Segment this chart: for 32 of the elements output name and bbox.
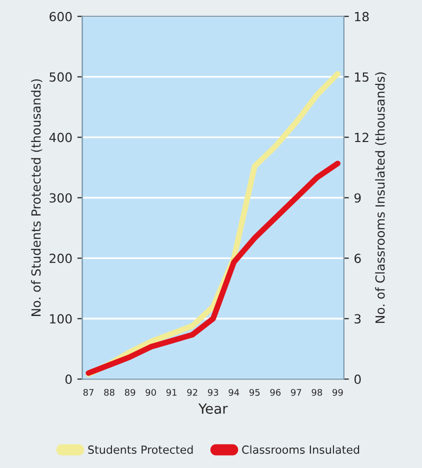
x-tick-label: 87 [83,388,94,396]
y2-tick-label: 12 [355,132,368,142]
x-tick-label: 90 [146,388,156,396]
y-tick-label: 500 [50,72,72,82]
y2-tick-label: 18 [355,12,369,22]
y-tick-label: 100 [50,314,72,324]
y-tick-label: 0 [65,374,72,384]
y2-tick-label: 6 [354,254,361,264]
y-tick-label: 300 [50,193,72,203]
x-tick-label: 98 [312,388,322,396]
x-tick-label: 89 [124,388,136,396]
x-tick-label: 92 [187,388,198,396]
x-tick-label: 99 [332,388,343,396]
x-tick-label: 94 [228,388,240,396]
y-tick-label: 600 [50,12,72,22]
y2-tick-label: 0 [354,374,361,384]
y-tick-label: 200 [50,254,72,264]
x-tick-label: 95 [249,388,260,396]
y2-tick-label: 15 [355,72,368,82]
y2-axis-title: No. of Classrooms Insulated (thousands) [375,72,386,323]
x-tick-label: 97 [290,388,302,396]
x-axis-title: Year [198,404,228,414]
y-axis-title: No. of Students Protected (thousands) [31,79,42,316]
x-tick-label: 93 [208,388,218,396]
x-tick-label: 96 [270,388,281,396]
legend-label: Classrooms Insulated [242,445,360,454]
y2-tick-label: 9 [354,193,361,203]
x-tick-label: 88 [104,388,114,396]
x-tick-label: 91 [166,388,176,396]
y2-tick-label: 3 [354,314,361,324]
legend-label: Students Protected [88,445,193,454]
y-tick-label: 400 [49,132,72,142]
